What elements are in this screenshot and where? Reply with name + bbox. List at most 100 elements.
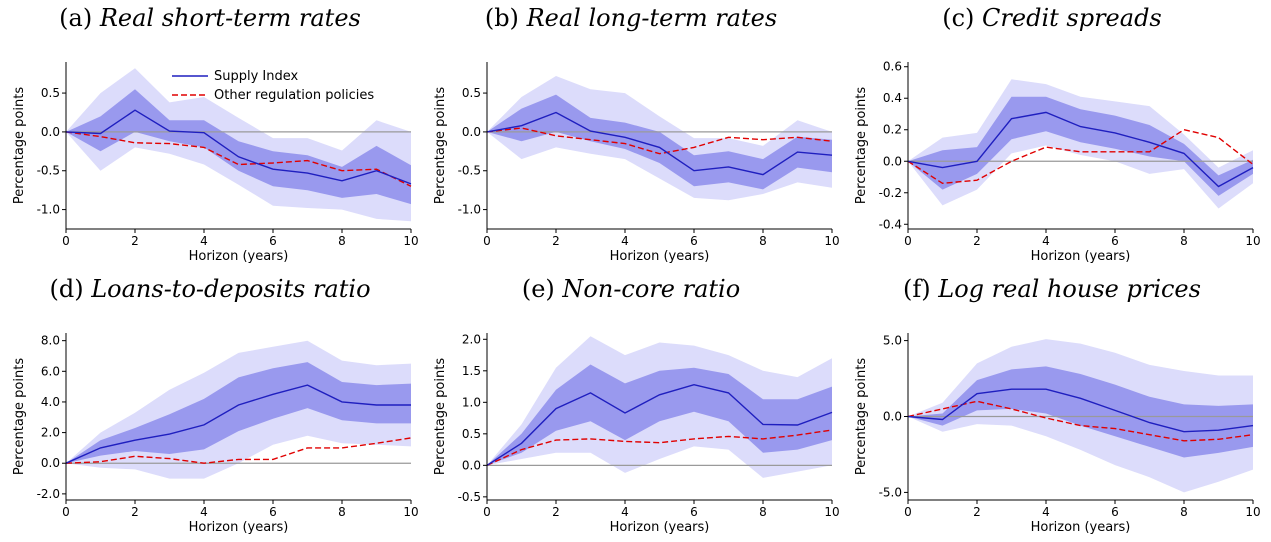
line-chart: 0.5 0.0 -0.5 -1.0 0 2 4 6 8 10 Horizon (years) Perc…: [12, 62, 419, 264]
x-tick-label: 10: [403, 505, 418, 519]
panel-title: (e) Non-core ratio: [421, 275, 841, 303]
panel-label: (f): [903, 275, 931, 303]
x-axis-label: Horizon (years): [1031, 249, 1131, 264]
series-line-other-regulation: [907, 400, 1254, 442]
panel-label: (e): [521, 275, 555, 303]
y-tick-label: 2.0: [41, 426, 60, 440]
panel-label: (d): [49, 275, 84, 303]
y-tick-label: -0.5: [458, 490, 481, 504]
y-axis-label: Percentage points: [854, 87, 869, 204]
x-tick-label: 8: [338, 234, 346, 248]
line-chart: 8.0 6.0 4.0 2.0 0.0 -2.00 2 4 6 8 10 Horizon (years…: [12, 333, 419, 535]
line-chart: 0.6 0.4 0.2 0.0 -0.2 -0.40 2 4 6 8 10 Horizon (year…: [854, 60, 1261, 264]
panel-title: (f) Log real house prices: [842, 275, 1262, 303]
x-tick-label: 4: [200, 505, 208, 519]
series-line-supply-index: [907, 111, 1254, 188]
y-axis-label: Percentage points: [12, 358, 27, 475]
x-tick-label: 6: [269, 234, 277, 248]
series-line-other-regulation: [65, 437, 412, 464]
legend-label-other-regulation: Other regulation policies: [214, 88, 374, 103]
y-tick-label: 4.0: [41, 395, 60, 409]
x-tick-label: 10: [824, 234, 839, 248]
x-tick-label: 4: [621, 234, 629, 248]
panel-title-text: Real long-term rates: [526, 4, 778, 32]
x-axis-label: Horizon (years): [610, 249, 710, 264]
panel-b: (b) Real long-term rates 0.5 0.0 -0.5 -1.0 0…: [421, 0, 841, 271]
panel-a: (a) Real short-term rates 0.5 0.0 -0.5 -1.0…: [0, 0, 420, 271]
y-axis-label: Percentage points: [854, 358, 869, 475]
line-chart: 2.0 1.5 1.0 0.5 0.0 -0.50 2 4 6 8 10 Horizon (years…: [433, 332, 840, 535]
y-tick-label: 0.0: [883, 154, 902, 168]
panel-title: (d) Loans-to-deposits ratio: [0, 275, 420, 303]
panel-title: (b) Real long-term rates: [421, 4, 841, 32]
y-tick-label: 0.0: [883, 410, 902, 424]
x-tick-label: 4: [200, 234, 208, 248]
legend-label-supply-index: Supply Index: [214, 69, 299, 84]
confidence-band-outer: [908, 79, 1253, 209]
series-line-other-regulation: [65, 131, 412, 187]
x-tick-label: 10: [1245, 505, 1260, 519]
x-tick-label: 2: [131, 505, 139, 519]
x-tick-label: 4: [1042, 505, 1050, 519]
x-tick-label: 10: [403, 234, 418, 248]
panel-label: (b): [484, 4, 519, 32]
x-tick-label: 0: [904, 234, 912, 248]
y-tick-label: 0.0: [462, 458, 481, 472]
y-tick-label: 6.0: [41, 364, 60, 378]
panel-title: (a) Real short-term rates: [0, 4, 420, 32]
y-tick-label: -1.0: [37, 203, 60, 217]
y-tick-label: 1.5: [462, 364, 481, 378]
x-tick-label: 10: [1245, 234, 1260, 248]
y-tick-label: 5.0: [883, 334, 902, 348]
y-tick-label: -0.4: [879, 217, 902, 231]
line-chart: 5.0 0.0 -5.00 2 4 6 8 10 Horizon (years) Percenta…: [854, 333, 1261, 535]
x-axis-label: Horizon (years): [610, 520, 710, 535]
panel-label: (c): [942, 4, 975, 32]
y-tick-label: 0.0: [462, 125, 481, 139]
y-tick-label: -5.0: [879, 485, 902, 499]
x-tick-label: 2: [552, 234, 560, 248]
x-tick-label: 8: [1180, 505, 1188, 519]
y-tick-label: 0.4: [883, 91, 902, 105]
x-tick-label: 10: [824, 505, 839, 519]
series-line-other-regulation: [907, 128, 1254, 185]
x-tick-label: 2: [552, 505, 560, 519]
x-tick-label: 2: [973, 234, 981, 248]
confidence-band-inner: [487, 364, 832, 466]
x-tick-label: 8: [759, 505, 767, 519]
x-tick-label: 6: [1111, 234, 1119, 248]
x-tick-label: 4: [621, 505, 629, 519]
panel-f: (f) Log real house prices 5.0 0.0 -5.0 0 2 4 6…: [842, 271, 1262, 542]
x-tick-label: 0: [62, 505, 70, 519]
confidence-band-inner: [908, 366, 1253, 458]
x-tick-label: 4: [1042, 234, 1050, 248]
x-tick-label: 6: [269, 505, 277, 519]
x-tick-label: 0: [483, 234, 491, 248]
y-tick-label: -1.0: [458, 203, 481, 217]
panel-title-text: Non-core ratio: [562, 275, 741, 303]
x-tick-label: 8: [759, 234, 767, 248]
x-tick-label: 0: [483, 505, 491, 519]
confidence-band-inner: [487, 94, 832, 190]
y-tick-label: 0.0: [41, 456, 60, 470]
y-tick-label: 0.2: [883, 123, 902, 137]
x-tick-label: 2: [973, 505, 981, 519]
legend: Supply Index Other regulation policies: [172, 69, 374, 103]
x-tick-label: 2: [131, 234, 139, 248]
y-tick-label: 2.0: [462, 332, 481, 346]
x-tick-label: 0: [62, 234, 70, 248]
y-tick-label: 8.0: [41, 334, 60, 348]
panel-title-text: Loans-to-deposits ratio: [91, 275, 371, 303]
panel-title: (c) Credit spreads: [842, 4, 1262, 32]
y-tick-label: 0.5: [462, 86, 481, 100]
x-tick-label: 6: [690, 234, 698, 248]
x-axis-label: Horizon (years): [189, 249, 289, 264]
x-tick-label: 6: [1111, 505, 1119, 519]
panel-e: (e) Non-core ratio 2.0 1.5 1.0 0.5 0.0 -0.5 0 2…: [421, 271, 841, 542]
x-axis-label: Horizon (years): [189, 520, 289, 535]
line-chart: 0.5 0.0 -0.5 -1.0 0 2 4 6 8 10 Horizon (years) Perc…: [433, 62, 840, 264]
y-tick-label: -2.0: [37, 487, 60, 501]
series-line-supply-index: [65, 384, 411, 464]
x-tick-label: 8: [1180, 234, 1188, 248]
x-tick-label: 8: [338, 505, 346, 519]
